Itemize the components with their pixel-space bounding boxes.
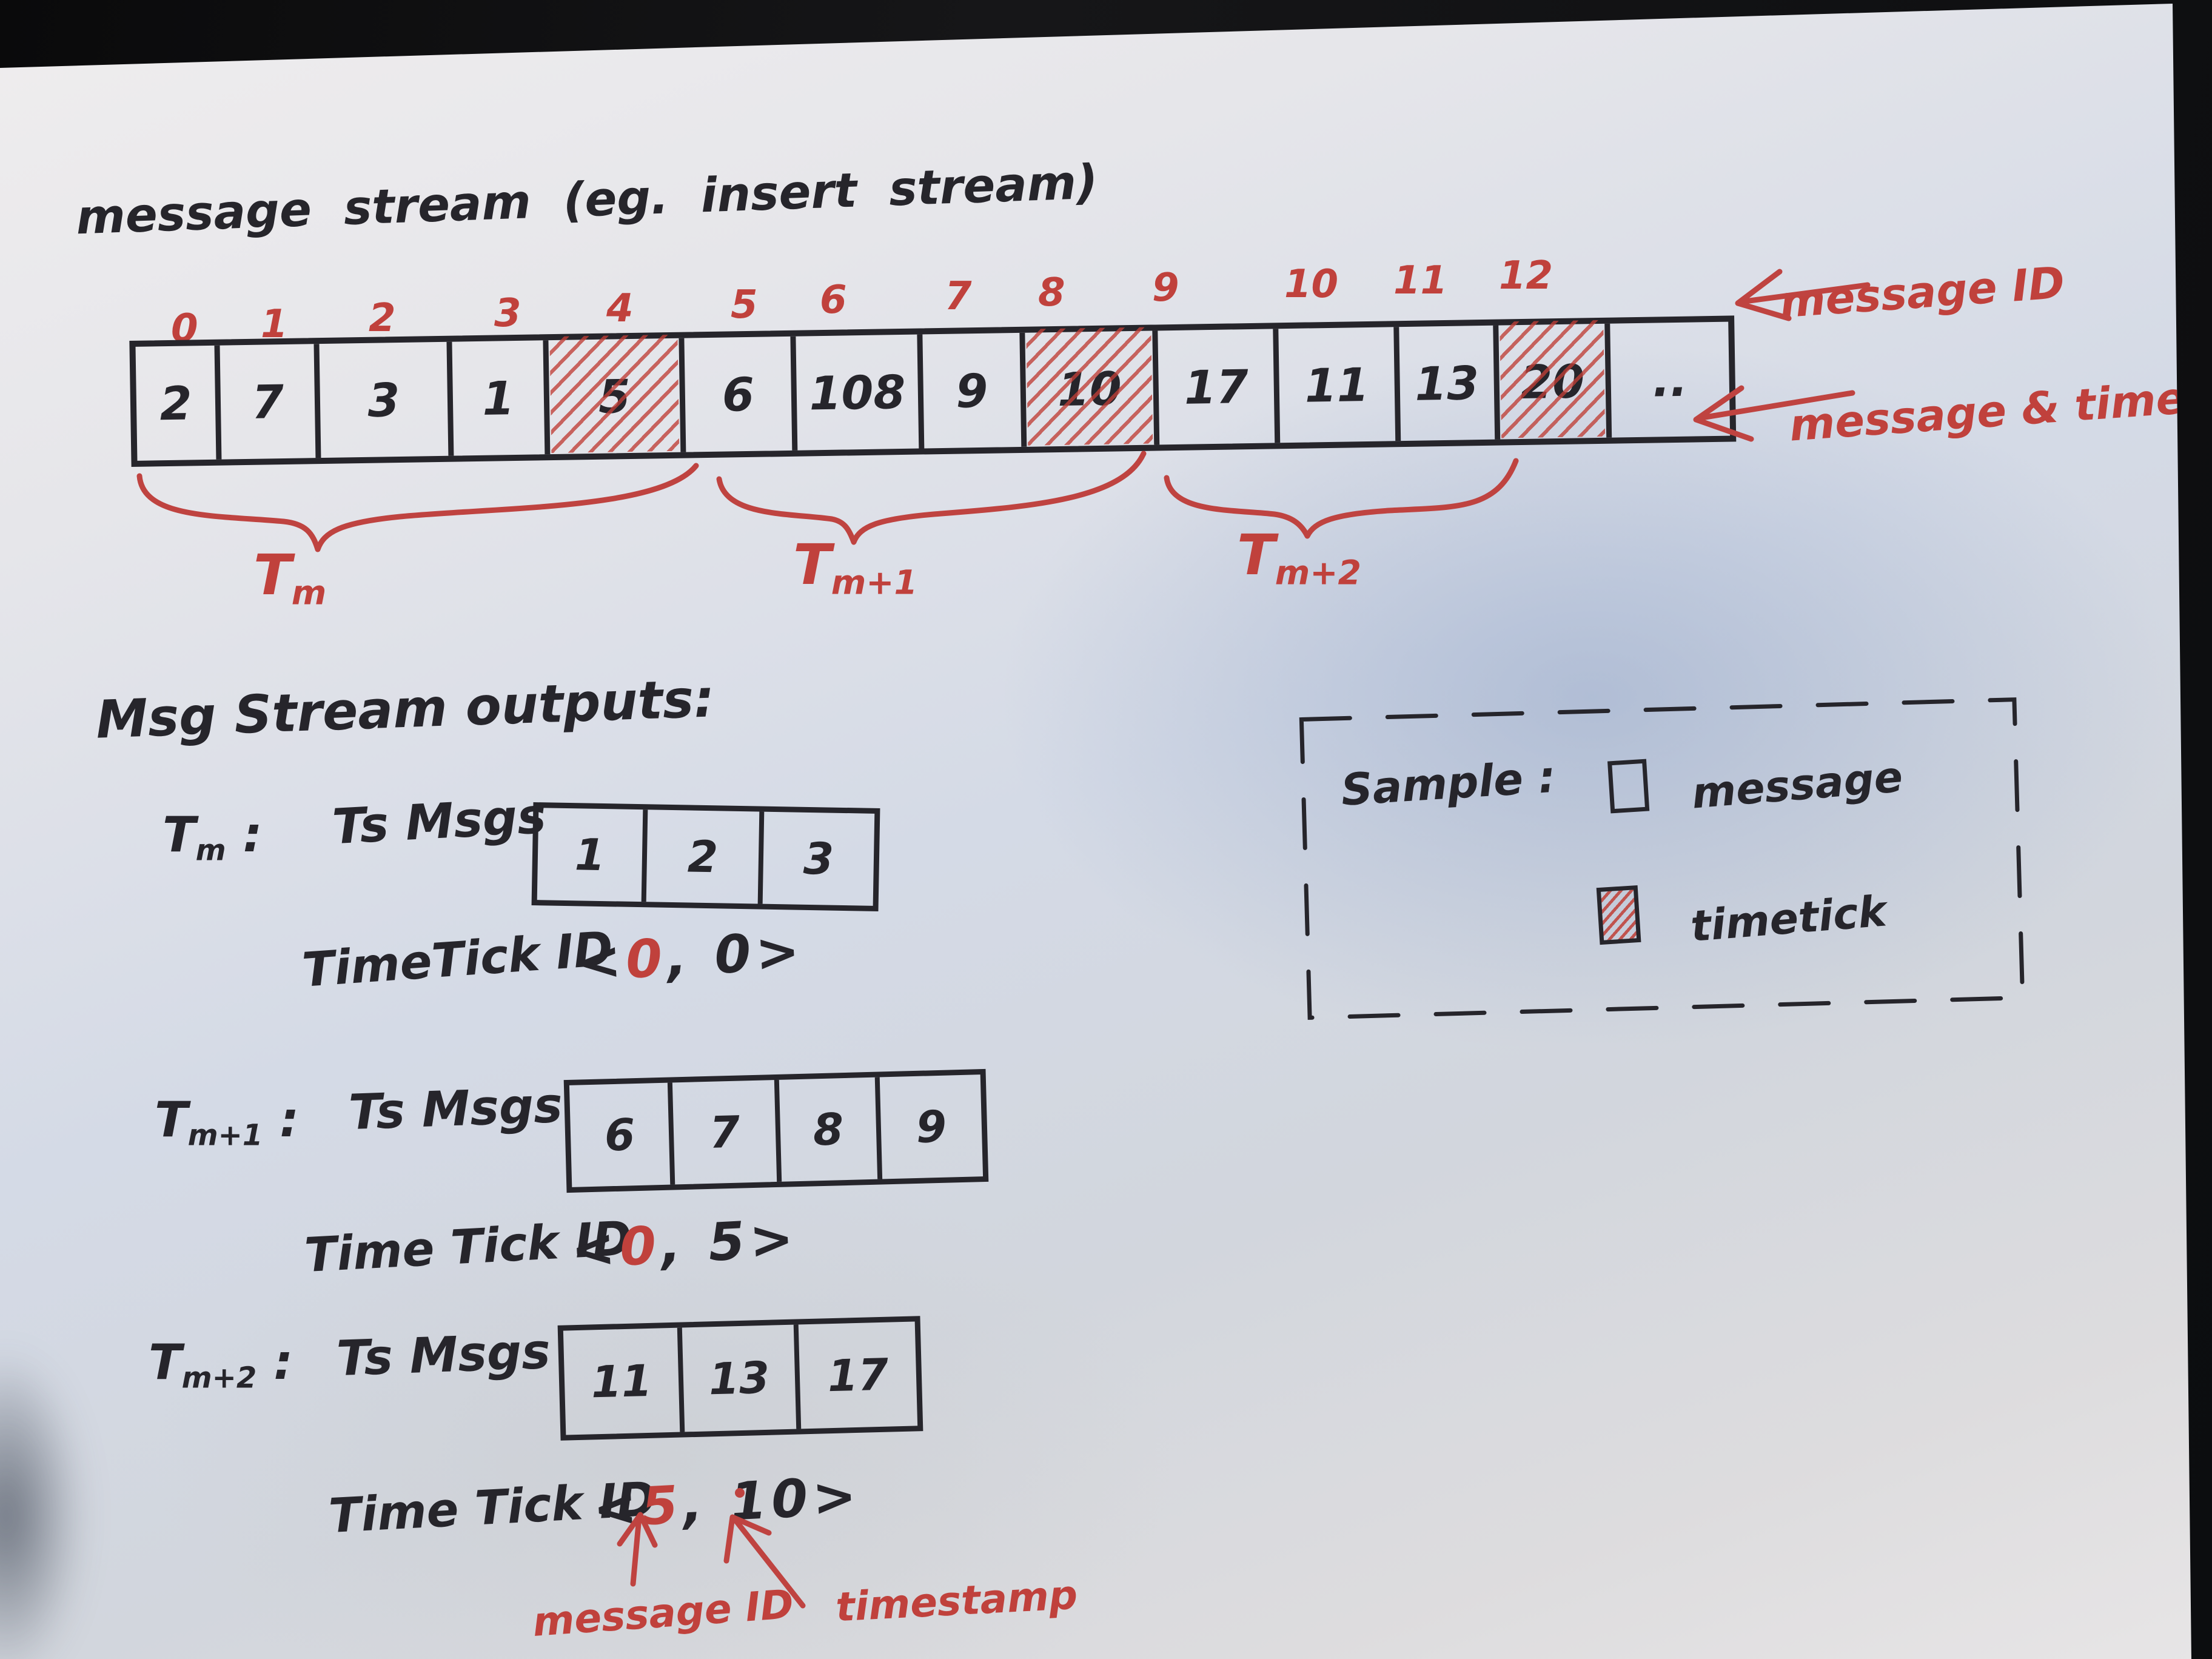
left-arrow-icon — [1735, 269, 1871, 321]
left-arrow-icon — [1693, 385, 1855, 442]
index-label: 9 — [1152, 266, 1179, 310]
brace-tm — [136, 463, 699, 552]
window-label-tm2: Tm+2 — [1237, 523, 1361, 593]
window-label-sub: m+1 — [831, 563, 917, 603]
row-label-main: T — [149, 1334, 182, 1390]
row-label-tm1: Tm+1 : — [155, 1091, 299, 1152]
index-label: 8 — [1038, 270, 1065, 315]
window-label-main: T — [793, 532, 831, 597]
ink-dot — [735, 1488, 745, 1498]
window-label-main: T — [1237, 523, 1275, 588]
row-label-main: T — [163, 806, 196, 863]
up-left-arrow-icon — [723, 1514, 806, 1609]
window-label-sub: m — [291, 574, 327, 613]
row-label-main: T — [155, 1091, 188, 1148]
row-label-tm: Tm : — [163, 806, 262, 867]
window-label-main: T — [253, 543, 292, 608]
row-label-colon: : — [273, 1334, 293, 1390]
index-label: 3 — [494, 291, 521, 336]
window-label-tm: Tm — [253, 543, 326, 613]
row-label-sub: m+1 — [187, 1118, 263, 1153]
row-label-colon: : — [243, 806, 263, 863]
window-label-sub: m+2 — [1275, 554, 1361, 593]
up-arrow-icon — [617, 1512, 658, 1587]
brace-tm1 — [716, 451, 1147, 545]
index-label: 7 — [945, 274, 972, 319]
index-label: 12 — [1499, 253, 1553, 298]
row-label-colon: : — [280, 1091, 300, 1148]
index-label: 1 — [261, 302, 288, 347]
brace-tm2 — [1164, 458, 1519, 539]
index-label: 11 — [1393, 258, 1448, 303]
index-label: 2 — [369, 296, 396, 341]
window-label-tm1: Tm+1 — [793, 532, 917, 603]
index-label: 10 — [1284, 262, 1339, 307]
index-label: 4 — [606, 286, 634, 331]
row-label-sub: m — [195, 833, 226, 868]
row-label-sub: m+2 — [181, 1361, 257, 1395]
legend-dashed-border — [1299, 697, 2025, 1020]
legend-box: Sample : message timetick — [1296, 694, 2028, 1022]
index-label: 0 — [171, 306, 198, 351]
index-label: 6 — [820, 278, 847, 323]
index-label: 5 — [731, 283, 758, 327]
row-label-tm2: Tm+2 : — [149, 1334, 293, 1395]
